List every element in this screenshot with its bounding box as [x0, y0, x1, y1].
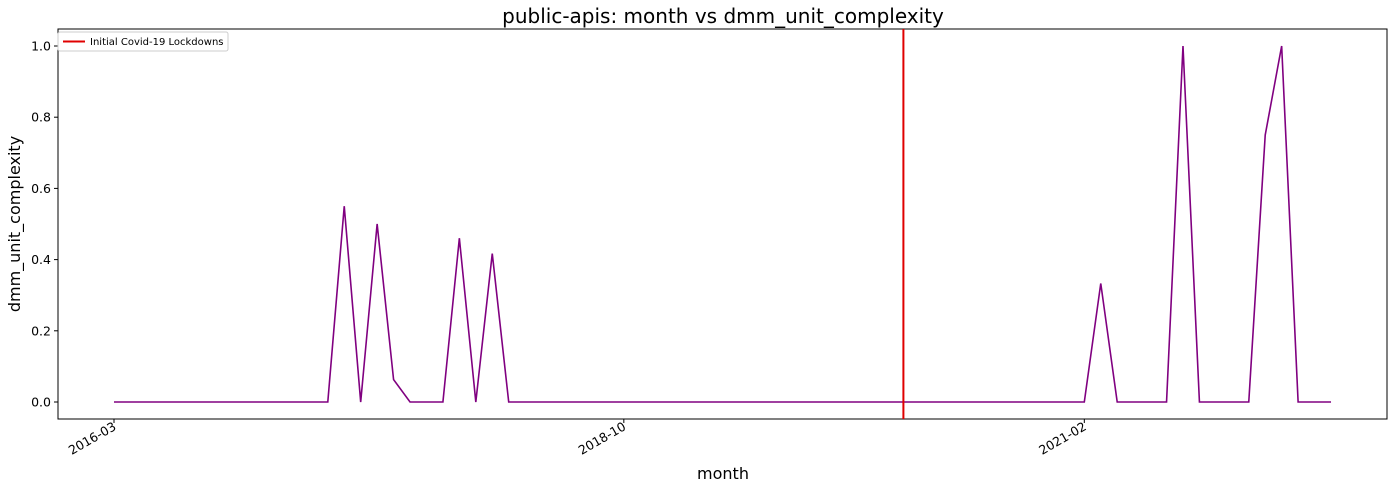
- x-tick-label: 2018-10: [576, 419, 629, 458]
- y-tick-label: 0.4: [31, 252, 51, 267]
- chart-title: public-apis: month vs dmm_unit_complexit…: [502, 4, 944, 28]
- legend-box: [57, 31, 229, 52]
- y-axis: 0.0 0.2 0.4 0.6 0.8 1.0: [31, 39, 58, 410]
- x-axis: 2016-03 2018-10 2021-02: [66, 419, 1089, 458]
- x-tick-label: 2016-03: [66, 419, 119, 458]
- series-layer: [113, 45, 1332, 403]
- y-tick-label: 0.2: [31, 323, 51, 338]
- y-tick-label: 0.0: [31, 395, 51, 410]
- x-tick-label: 2021-02: [1036, 419, 1089, 458]
- legend-label: Initial Covid-19 Lockdowns: [90, 37, 224, 48]
- legend: Initial Covid-19 Lockdowns: [57, 31, 229, 52]
- y-axis-label: dmm_unit_complexity: [5, 136, 25, 312]
- series-line: [114, 45, 1331, 403]
- y-tick-label: 0.6: [31, 181, 51, 196]
- y-tick-label: 1.0: [31, 39, 51, 54]
- x-axis-label: month: [697, 464, 749, 483]
- y-tick-label: 0.8: [31, 110, 51, 125]
- plot-area-frame: [57, 28, 1388, 420]
